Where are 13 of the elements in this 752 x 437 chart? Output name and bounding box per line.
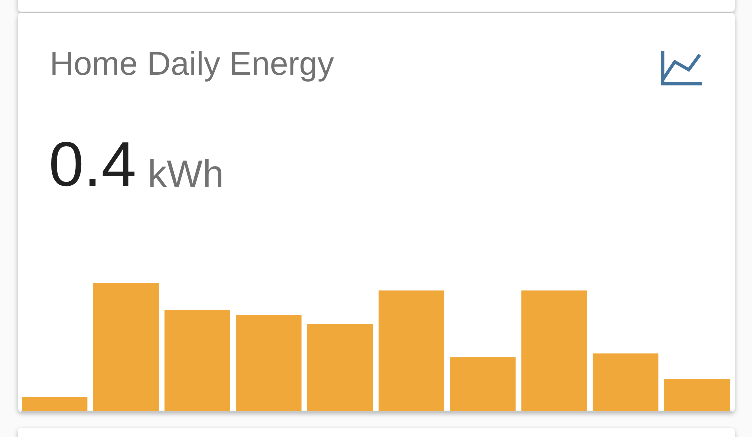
chart-title: Home Daily Energy	[50, 45, 335, 82]
bar	[236, 315, 302, 412]
bar	[522, 290, 588, 412]
text: kWh	[148, 154, 224, 196]
bar	[307, 324, 374, 412]
bar	[378, 290, 445, 412]
bar	[22, 397, 88, 412]
text: 0.4	[49, 130, 137, 200]
bar	[592, 354, 659, 412]
bar	[450, 358, 516, 412]
bar	[164, 310, 230, 412]
bar	[664, 379, 730, 412]
bar	[93, 283, 160, 412]
